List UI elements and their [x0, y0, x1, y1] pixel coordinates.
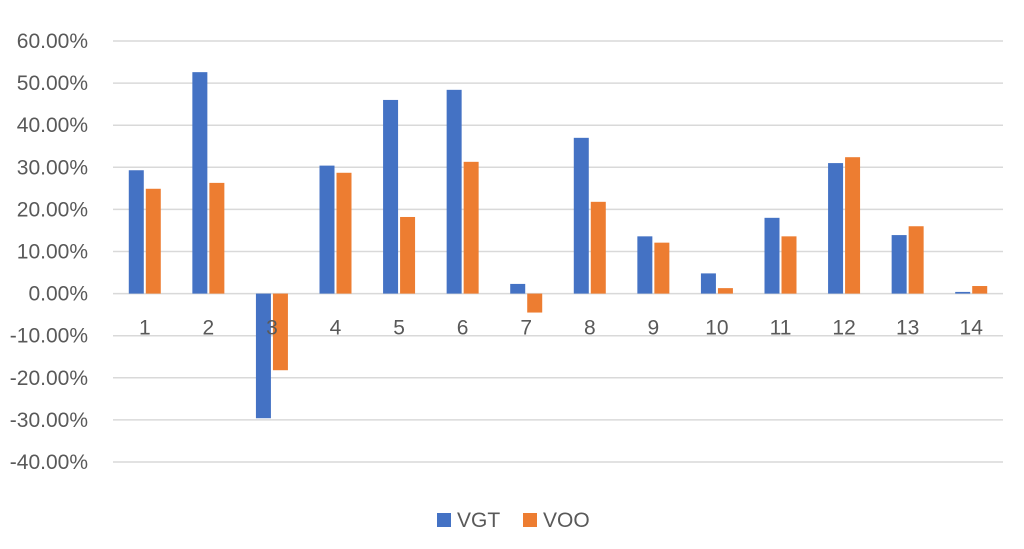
- bar-vgt-3: [255, 293, 271, 419]
- bar-vgt-10: [700, 273, 716, 294]
- bar-voo-7: [527, 293, 543, 313]
- x-axis-tick-labels: 1 2 3 4 5 6 7 8 9 10 11 12 13 14: [139, 317, 983, 340]
- x-tick-label: 3: [266, 317, 278, 340]
- bar-voo-14: [972, 286, 988, 294]
- bar-vgt-11: [764, 217, 780, 294]
- y-tick-label: 30.00%: [17, 156, 88, 179]
- bar-voo-5: [400, 216, 416, 294]
- bar-voo-3: [272, 293, 288, 371]
- bar-vgt-13: [891, 235, 907, 294]
- legend: VGT VOO: [437, 509, 590, 532]
- y-tick-label: -10.00%: [10, 325, 88, 348]
- x-tick-label: 4: [330, 317, 342, 340]
- legend-swatch-vgt: [437, 513, 451, 527]
- x-tick-label: 9: [648, 317, 660, 340]
- y-axis-tick-labels: 60.00% 50.00% 40.00% 30.00% 20.00% 10.00% 0.00…: [10, 30, 88, 474]
- bar-voo-12: [845, 157, 861, 294]
- y-tick-label: 10.00%: [17, 241, 88, 264]
- gridlines: [113, 40, 1003, 463]
- bar-voo-8: [590, 201, 606, 294]
- bar-vgt-2: [192, 72, 208, 294]
- bar-vgt-12: [828, 163, 844, 294]
- y-tick-label: 60.00%: [17, 30, 88, 53]
- bar-vgt-4: [319, 165, 335, 294]
- bar-vgt-8: [573, 137, 589, 294]
- bar-vgt-7: [510, 283, 526, 294]
- x-tick-label: 11: [770, 317, 792, 340]
- x-tick-label: 6: [457, 317, 469, 340]
- x-tick-label: 13: [896, 317, 919, 340]
- bar-voo-4: [336, 172, 352, 294]
- x-tick-label: 8: [584, 317, 596, 340]
- bar-vgt-1: [128, 170, 144, 294]
- bar-voo-11: [781, 236, 797, 294]
- bar-vgt-9: [637, 236, 653, 294]
- x-tick-label: 14: [960, 317, 984, 340]
- x-tick-label: 1: [139, 317, 151, 340]
- x-tick-label: 12: [832, 317, 855, 340]
- bar-voo-6: [463, 161, 479, 294]
- bar-voo-1: [145, 188, 161, 294]
- x-tick-label: 10: [705, 317, 728, 340]
- bar-voo-9: [654, 242, 670, 294]
- bar-voo-13: [908, 226, 924, 294]
- y-tick-label: -20.00%: [10, 367, 88, 390]
- legend-swatch-voo: [523, 513, 537, 527]
- y-tick-label: 40.00%: [17, 114, 88, 137]
- bar-voo-10: [717, 288, 733, 294]
- bars: [128, 72, 988, 419]
- y-tick-label: 20.00%: [17, 198, 88, 221]
- x-tick-label: 7: [520, 317, 532, 340]
- y-tick-label: -30.00%: [10, 409, 88, 432]
- y-tick-label: -40.00%: [10, 451, 88, 474]
- y-tick-label: 50.00%: [17, 72, 88, 95]
- x-tick-label: 5: [393, 317, 405, 340]
- bar-vgt-14: [955, 291, 971, 294]
- bar-vgt-5: [383, 99, 399, 294]
- bar-voo-2: [209, 182, 225, 294]
- bar-vgt-6: [446, 89, 462, 294]
- y-tick-label: 0.00%: [28, 283, 88, 306]
- x-tick-label: 2: [203, 317, 215, 340]
- legend-label-voo: VOO: [543, 509, 590, 532]
- legend-label-vgt: VGT: [457, 509, 500, 532]
